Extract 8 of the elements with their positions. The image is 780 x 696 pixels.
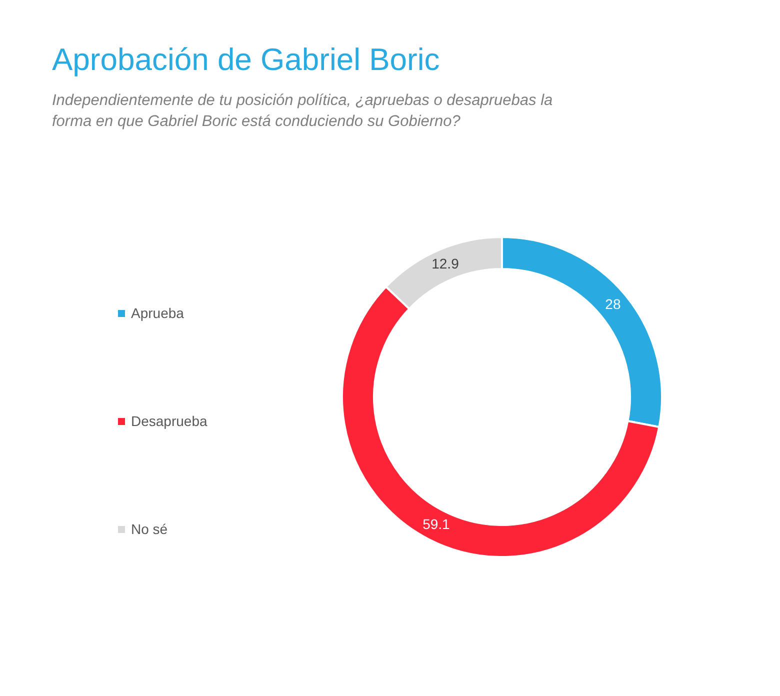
data-label: 28 xyxy=(605,296,621,312)
legend-label: Aprueba xyxy=(131,305,184,321)
data-label: 12.9 xyxy=(432,256,460,272)
legend-label: No sé xyxy=(131,521,168,537)
chart-subtitle: Independientemente de tu posición política, ¿apruebas o desapruebas la forma en que Gabriel Boric está conduciendo su Gobierno? xyxy=(52,91,554,132)
legend-label: Desaprueba xyxy=(131,413,208,429)
data-label: 59.1 xyxy=(422,516,450,532)
chart-title: Aprobación de Gabriel Boric xyxy=(52,42,441,78)
